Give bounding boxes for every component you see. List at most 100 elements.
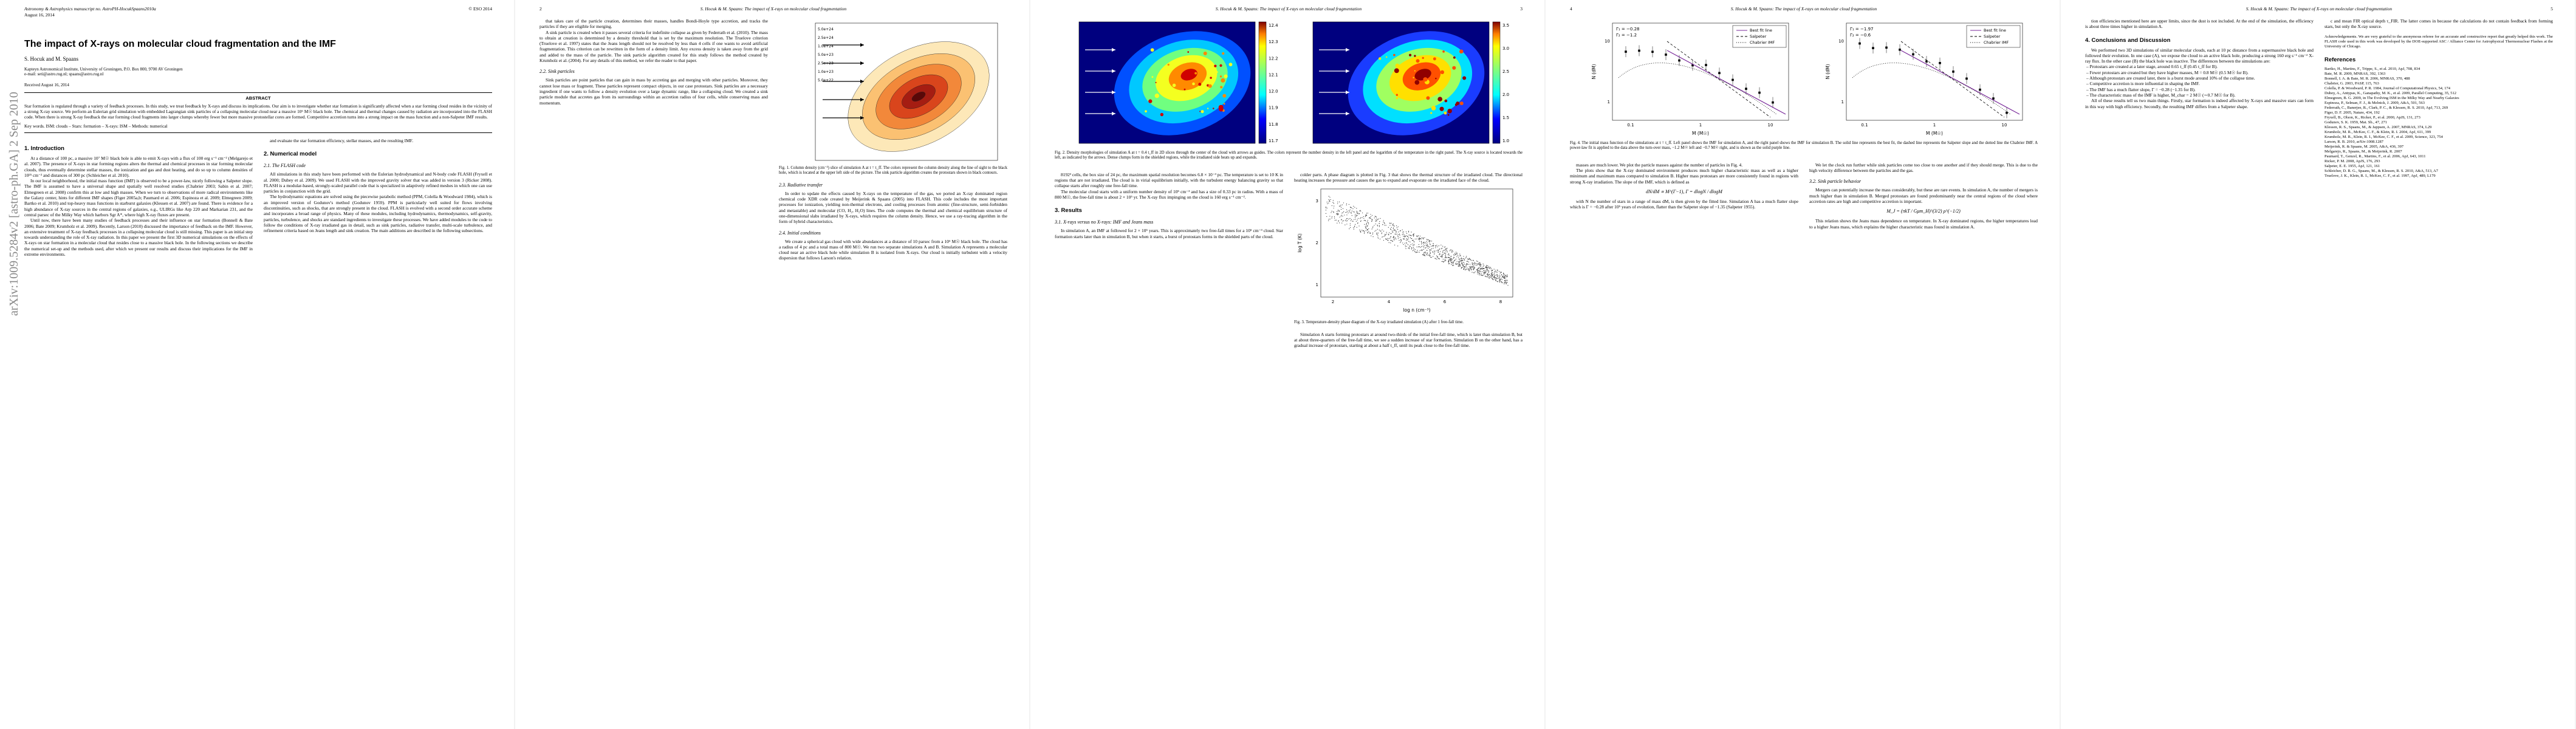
page-number: 5: [2550, 6, 2553, 12]
phase-point: [1468, 270, 1470, 272]
figure: 2 4 6 8 1 2 3 log n (cm⁻³) log T (K): [1297, 189, 1513, 313]
phase-point: [1402, 231, 1403, 233]
phase-point: [1485, 272, 1486, 273]
phase-point: [1470, 259, 1471, 261]
phase-point: [1479, 264, 1481, 265]
phase-point: [1499, 277, 1500, 278]
phase-point: [1481, 275, 1482, 276]
phase-point: [1375, 221, 1376, 222]
phase-point: [1406, 236, 1408, 238]
phase-point: [1393, 225, 1394, 227]
heatmap-clump: [1396, 97, 1399, 100]
heatmap-clump: [1447, 114, 1450, 116]
phase-point: [1352, 208, 1354, 210]
phase-point: [1450, 261, 1451, 262]
phase-point: [1482, 275, 1483, 276]
y-tick-label: 1: [1608, 100, 1610, 104]
phase-point: [1424, 245, 1425, 247]
phase-point: [1411, 238, 1413, 239]
phase-point: [1494, 274, 1495, 275]
fit-line: [1667, 50, 1786, 115]
phase-point: [1445, 253, 1446, 255]
heatmap-clump: [1228, 63, 1233, 67]
phase-point: [1400, 240, 1402, 241]
heading: 4. Conclusions and Discussion: [2085, 36, 2171, 44]
full-width-section: The impact of X-rays on molecular cloud …: [24, 17, 492, 133]
phase-point: [1404, 236, 1405, 238]
phase-point: [1392, 241, 1393, 242]
phase-point: [1329, 200, 1331, 201]
y-tick-label: 10: [1605, 39, 1610, 44]
reference: Bate, M. R. 2009, MNRAS, 392, 1363: [2324, 71, 2386, 76]
phase-point: [1504, 281, 1506, 282]
phase-point: [1428, 241, 1430, 242]
chabrier-curve: [1852, 63, 2011, 115]
heatmap-clump: [1416, 59, 1420, 63]
phase-point: [1490, 277, 1492, 278]
phase-point: [1448, 259, 1450, 261]
paragraph: The hydrodynamic equations are solved us…: [264, 194, 492, 234]
bullet: – The IMF has a much flatter slope, Γ = …: [2086, 86, 2196, 92]
heatmap-clump: [1154, 93, 1159, 98]
paragraph: All simulations in this study have been …: [264, 171, 492, 194]
reference: Truelove, J. K., Klein, R. I., McKee, C.…: [2324, 173, 2436, 178]
phase-point: [1397, 236, 1399, 238]
phase-point: [1496, 272, 1498, 273]
phase-point: [1468, 269, 1469, 270]
phase-point: [1371, 221, 1372, 222]
phase-point: [1465, 257, 1467, 258]
paragraph: All of these results tell us two main th…: [2085, 98, 2314, 109]
heatmap-clump: [1396, 94, 1399, 96]
phase-point: [1506, 280, 1507, 281]
paragraph: that takes care of the particle creation…: [540, 18, 768, 30]
phase-point: [1379, 230, 1380, 231]
heatmap-clump: [1210, 67, 1211, 69]
phase-point: [1442, 252, 1443, 253]
phase-point: [1444, 253, 1445, 255]
phase-point: [1331, 217, 1332, 219]
phase-point: [1458, 265, 1459, 267]
phase-point: [1354, 225, 1355, 227]
paragraph: and evaluate the star formation efficien…: [270, 138, 414, 143]
y-axis-label: N (dM): [1591, 64, 1597, 79]
arrow-head: [1346, 48, 1349, 52]
phase-point: [1364, 224, 1365, 225]
reference: Melgarejo, R., Spaans, M., & Meijerink, …: [2324, 149, 2402, 154]
full-width-section: 12.4 12.3 12.2 12.1 12.0 11.9 11.8 11.7 3.5 3.0 2.…: [1055, 17, 1523, 167]
colorbar-tick-label: 12.0: [1269, 89, 1278, 94]
phase-point: [1417, 236, 1419, 237]
column: c and mean FIR optical depth τ_FIR. The …: [2324, 18, 2553, 718]
reference: Klessen, R. S., Spaans, M., & Jappsen, A…: [2324, 125, 2432, 129]
phase-point: [1506, 276, 1507, 278]
phase-point: [1480, 269, 1481, 270]
phase-point: [1492, 275, 1493, 276]
reference: Larson, R. B. 2010, arXiv:1008.1287: [2324, 139, 2383, 144]
phase-point: [1372, 236, 1374, 238]
mass-bin-point: [1899, 49, 1901, 51]
x-tick-label: 2: [1332, 299, 1334, 304]
phase-point: [1349, 211, 1351, 213]
x-tick-label: 6: [1444, 299, 1447, 304]
phase-point: [1479, 265, 1481, 266]
colorbar-tick-label: 11.8: [1269, 122, 1278, 127]
phase-point: [1341, 222, 1343, 224]
phase-point: [1448, 262, 1449, 263]
phase-point: [1357, 222, 1358, 224]
phase-point: [1365, 226, 1366, 227]
heatmap-clump: [1199, 111, 1201, 112]
column: 5.0e+24 2.5e+24 1.0e+24 5.0e+23 2.5e+23 1.0e+…: [779, 18, 1007, 718]
paragraph: Sink particles are point particles that …: [540, 77, 768, 106]
phase-point: [1488, 270, 1489, 272]
phase-point: [1453, 258, 1454, 259]
contour-label: 1.0e+23: [818, 70, 834, 74]
heading: 1. Introduction: [24, 145, 64, 152]
phase-point: [1326, 216, 1327, 217]
phase-point: [1474, 262, 1475, 263]
phase-point: [1431, 241, 1433, 242]
x-axis-label: M (M☉): [1692, 131, 1709, 136]
phase-point: [1388, 227, 1389, 228]
heatmap-clump: [1430, 112, 1433, 114]
phase-point: [1451, 252, 1453, 253]
heatmap-clump: [1414, 70, 1416, 72]
